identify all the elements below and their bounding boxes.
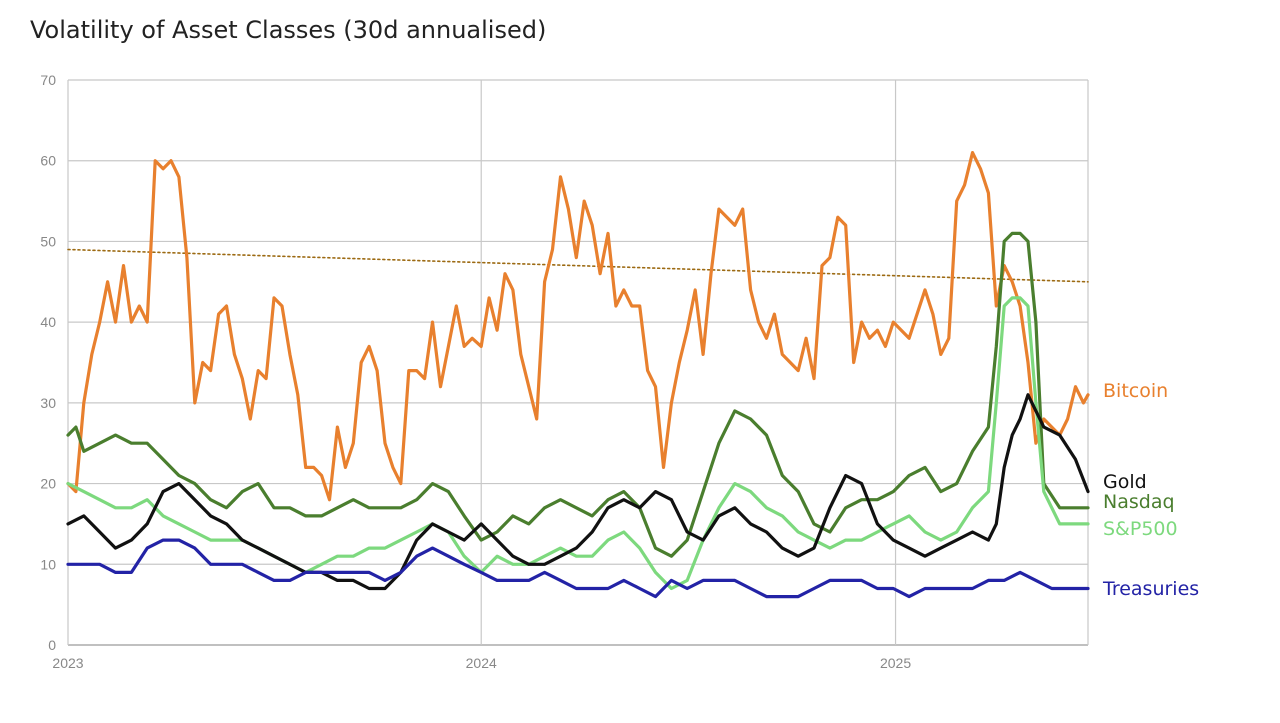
series-label-treasuries: Treasuries [1102, 578, 1199, 600]
grid-lines [67, 79, 1089, 646]
y-tick-label: 20 [40, 476, 56, 492]
y-tick-label: 40 [40, 314, 56, 330]
y-tick-label: 0 [48, 637, 56, 653]
chart-title: Volatility of Asset Classes (30d annuali… [30, 16, 547, 44]
x-tick-label: 2025 [880, 655, 911, 671]
series-label-bitcoin: Bitcoin [1103, 380, 1168, 402]
series-lines [66, 151, 1090, 599]
x-tick-label: 2024 [466, 655, 497, 671]
series-line-treasuries [66, 538, 1090, 599]
series-line-nasdaq [66, 231, 1090, 558]
series-label-nasdaq: Nasdaq [1103, 491, 1175, 513]
series-label-gold: Gold [1103, 471, 1147, 493]
axis-ticks: 0 10 20 30 40 50 60 70 2023 2024 2025 [40, 72, 911, 671]
y-tick-label: 30 [40, 395, 56, 411]
bitcoin-trendline [67, 248, 1089, 283]
series-label-sp500: S&P500 [1103, 518, 1178, 540]
series-line-gold [66, 393, 1090, 591]
series-line-bitcoin [66, 151, 1090, 502]
y-tick-label: 50 [40, 233, 56, 249]
y-tick-label: 10 [40, 556, 56, 572]
y-tick-label: 70 [40, 72, 56, 88]
y-tick-label: 60 [40, 153, 56, 169]
x-tick-label: 2023 [52, 655, 83, 671]
